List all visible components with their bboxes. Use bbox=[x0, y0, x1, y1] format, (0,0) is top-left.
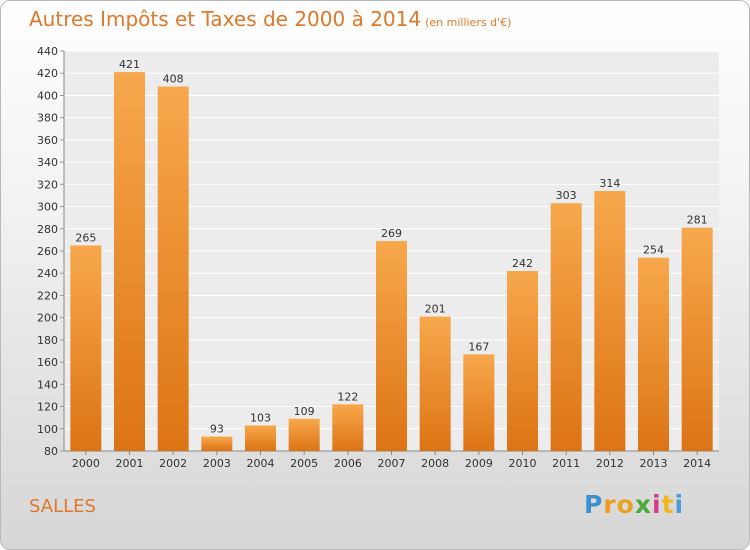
bar-2004 bbox=[245, 425, 276, 451]
x-tick-label: 2005 bbox=[290, 457, 318, 470]
chart-unit-label: (en milliers d'€) bbox=[425, 16, 512, 29]
y-tick-label: 80 bbox=[44, 445, 58, 458]
x-tick-label: 2003 bbox=[203, 457, 231, 470]
bar-2001 bbox=[114, 72, 145, 451]
bar-2010 bbox=[507, 271, 538, 451]
data-label: 103 bbox=[250, 411, 271, 424]
y-tick-label: 140 bbox=[37, 378, 58, 391]
bar-2008 bbox=[419, 316, 451, 451]
chart-title-text: Autres Impôts et Taxes de 2000 à 2014 bbox=[29, 7, 422, 31]
y-tick-label: 300 bbox=[37, 201, 58, 214]
bar-2009 bbox=[463, 354, 495, 451]
proxiti-logo: Proxiti bbox=[584, 490, 684, 519]
x-tick-label: 2002 bbox=[159, 457, 187, 470]
y-tick-label: 440 bbox=[37, 45, 58, 58]
bar-2006 bbox=[332, 404, 364, 451]
x-tick-label: 2009 bbox=[465, 457, 493, 470]
chart-title: Autres Impôts et Taxes de 2000 à 2014 (en… bbox=[29, 7, 511, 31]
data-label: 421 bbox=[119, 58, 140, 71]
y-tick-label: 120 bbox=[37, 401, 58, 414]
logo-letter: P bbox=[584, 490, 604, 519]
bar-2002 bbox=[157, 86, 189, 452]
data-label: 109 bbox=[294, 405, 315, 418]
bar-2012 bbox=[594, 191, 626, 451]
x-tick-label: 2014 bbox=[683, 457, 711, 470]
data-label: 167 bbox=[468, 340, 489, 353]
data-label: 254 bbox=[643, 244, 664, 257]
data-label: 93 bbox=[210, 423, 224, 436]
bar-2014 bbox=[681, 227, 713, 451]
x-tick-label: 2006 bbox=[334, 457, 362, 470]
y-tick-label: 420 bbox=[37, 67, 58, 80]
bar-2011 bbox=[550, 203, 582, 451]
y-tick-label: 320 bbox=[37, 178, 58, 191]
y-tick-label: 200 bbox=[37, 312, 58, 325]
logo-letter: t bbox=[661, 490, 675, 519]
y-tick-label: 160 bbox=[37, 356, 58, 369]
data-label: 265 bbox=[75, 231, 96, 244]
x-tick-label: 2008 bbox=[421, 457, 449, 470]
data-label: 242 bbox=[512, 257, 533, 270]
x-tick-label: 2011 bbox=[552, 457, 580, 470]
x-tick-label: 2007 bbox=[378, 457, 406, 470]
bar-2007 bbox=[376, 241, 407, 451]
bar-2013 bbox=[638, 257, 669, 451]
x-tick-label: 2013 bbox=[640, 457, 668, 470]
data-label: 303 bbox=[556, 189, 577, 202]
y-tick-label: 100 bbox=[37, 423, 58, 436]
y-tick-label: 380 bbox=[37, 112, 58, 125]
x-tick-label: 2001 bbox=[116, 457, 144, 470]
data-label: 201 bbox=[425, 303, 446, 316]
x-tick-label: 2000 bbox=[72, 457, 100, 470]
y-tick-label: 280 bbox=[37, 223, 58, 236]
logo-letter: o bbox=[616, 490, 635, 519]
y-tick-label: 260 bbox=[37, 245, 58, 258]
data-label: 269 bbox=[381, 227, 402, 240]
y-tick-label: 220 bbox=[37, 289, 58, 302]
y-tick-label: 360 bbox=[37, 134, 58, 147]
y-tick-label: 240 bbox=[37, 267, 58, 280]
logo-letter: r bbox=[603, 490, 617, 519]
place-name: SALLES bbox=[29, 496, 96, 517]
y-tick-label: 400 bbox=[37, 89, 58, 102]
logo-letter: i bbox=[674, 490, 685, 519]
data-label: 314 bbox=[599, 177, 620, 190]
x-tick-label: 2004 bbox=[247, 457, 275, 470]
x-tick-label: 2010 bbox=[509, 457, 537, 470]
bar-2005 bbox=[288, 418, 320, 451]
logo-letter: x bbox=[634, 490, 652, 519]
y-tick-label: 340 bbox=[37, 156, 58, 169]
y-tick-label: 180 bbox=[37, 334, 58, 347]
data-label: 281 bbox=[687, 214, 708, 227]
data-label: 122 bbox=[337, 390, 358, 403]
bar-2000 bbox=[70, 245, 102, 451]
bar-2003 bbox=[201, 436, 233, 451]
data-label: 408 bbox=[163, 73, 184, 86]
x-tick-label: 2012 bbox=[596, 457, 624, 470]
logo-letter: i bbox=[652, 490, 662, 519]
